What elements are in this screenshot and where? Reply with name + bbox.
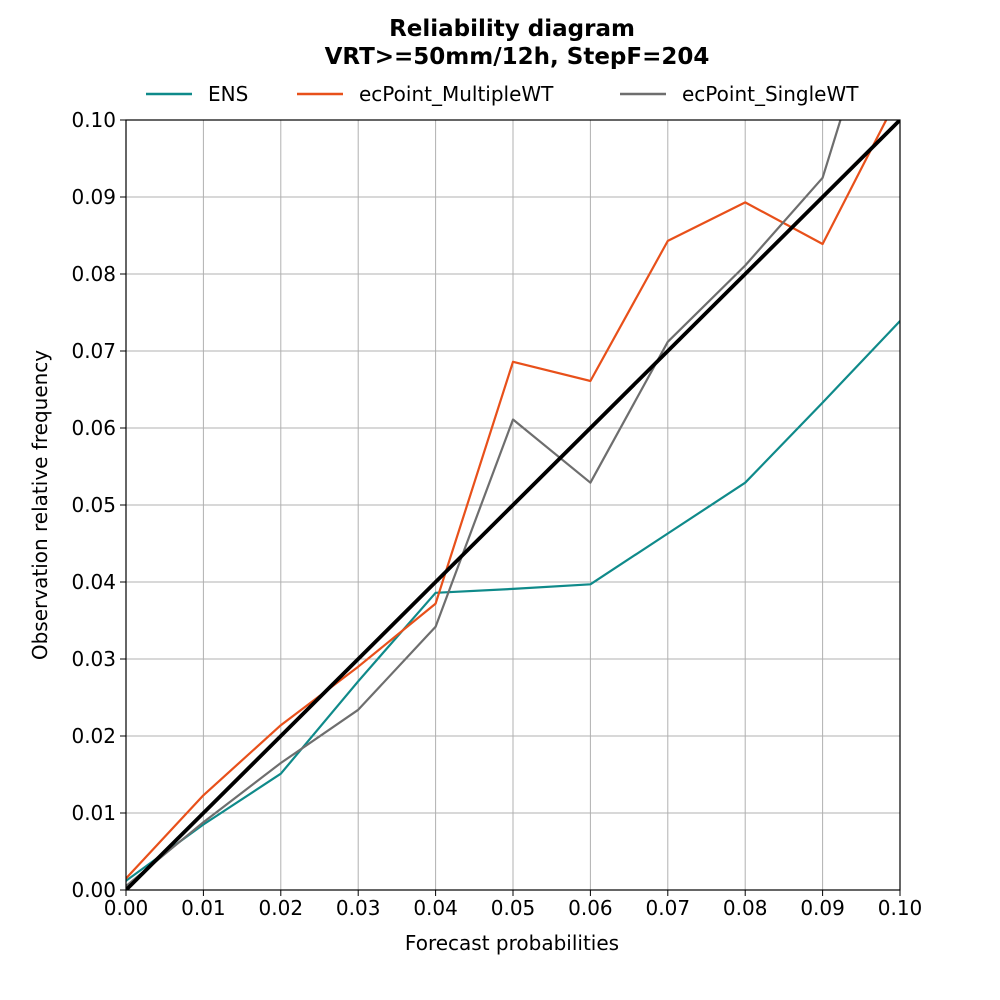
x-tick-label: 0.02: [259, 896, 304, 920]
x-axis: 0.00 0.01 0.02 0.03 0.04 0.05 0.06 0.07 0.08 0.09…: [104, 890, 923, 920]
chart-title: Reliability diagram: [389, 16, 635, 42]
y-tick-label: 0.05: [71, 493, 116, 517]
legend-item: ecPoint_MultipleWT: [297, 82, 554, 106]
chart-subtitle: VRT>=50mm/12h, StepF=204: [325, 44, 710, 70]
series-line-ens: [126, 320, 900, 882]
y-tick-label: 0.06: [71, 416, 116, 440]
x-tick-label: 0.09: [800, 896, 845, 920]
perfect-reliability-line: [126, 120, 900, 890]
x-tick-label: 0.04: [413, 896, 458, 920]
legend-item: ENS: [146, 82, 248, 106]
y-tick-label: 0.03: [71, 647, 116, 671]
y-tick-label: 0.01: [71, 801, 116, 825]
y-axis-label: Observation relative frequency: [28, 350, 52, 660]
y-tick-label: 0.08: [71, 262, 116, 286]
series-layer: [126, 120, 900, 890]
y-axis: 0.00 0.01 0.02 0.03 0.04 0.05 0.06 0.07 0.08 0.09…: [71, 108, 126, 902]
series-line-ecpoint-singlewt: [126, 120, 842, 887]
x-tick-label: 0.00: [104, 896, 149, 920]
x-tick-label: 0.07: [646, 896, 691, 920]
x-tick-label: 0.05: [491, 896, 536, 920]
y-tick-label: 0.00: [71, 878, 116, 902]
x-axis-label: Forecast probabilities: [405, 931, 619, 955]
legend-label: ENS: [208, 82, 248, 106]
y-tick-label: 0.10: [71, 108, 116, 132]
series-line-ecpoint-multiplewt: [126, 120, 888, 880]
legend-item: ecPoint_SingleWT: [620, 82, 859, 106]
y-tick-label: 0.04: [71, 570, 116, 594]
x-tick-label: 0.03: [336, 896, 381, 920]
x-tick-label: 0.10: [878, 896, 923, 920]
x-tick-label: 0.01: [181, 896, 226, 920]
y-tick-label: 0.02: [71, 724, 116, 748]
y-tick-label: 0.07: [71, 339, 116, 363]
y-tick-label: 0.09: [71, 185, 116, 209]
legend-label: ecPoint_SingleWT: [682, 82, 859, 106]
legend: ENS ecPoint_MultipleWT ecPoint_SingleWT: [146, 82, 859, 106]
x-tick-label: 0.06: [568, 896, 613, 920]
x-tick-label: 0.08: [723, 896, 768, 920]
legend-label: ecPoint_MultipleWT: [359, 82, 554, 106]
